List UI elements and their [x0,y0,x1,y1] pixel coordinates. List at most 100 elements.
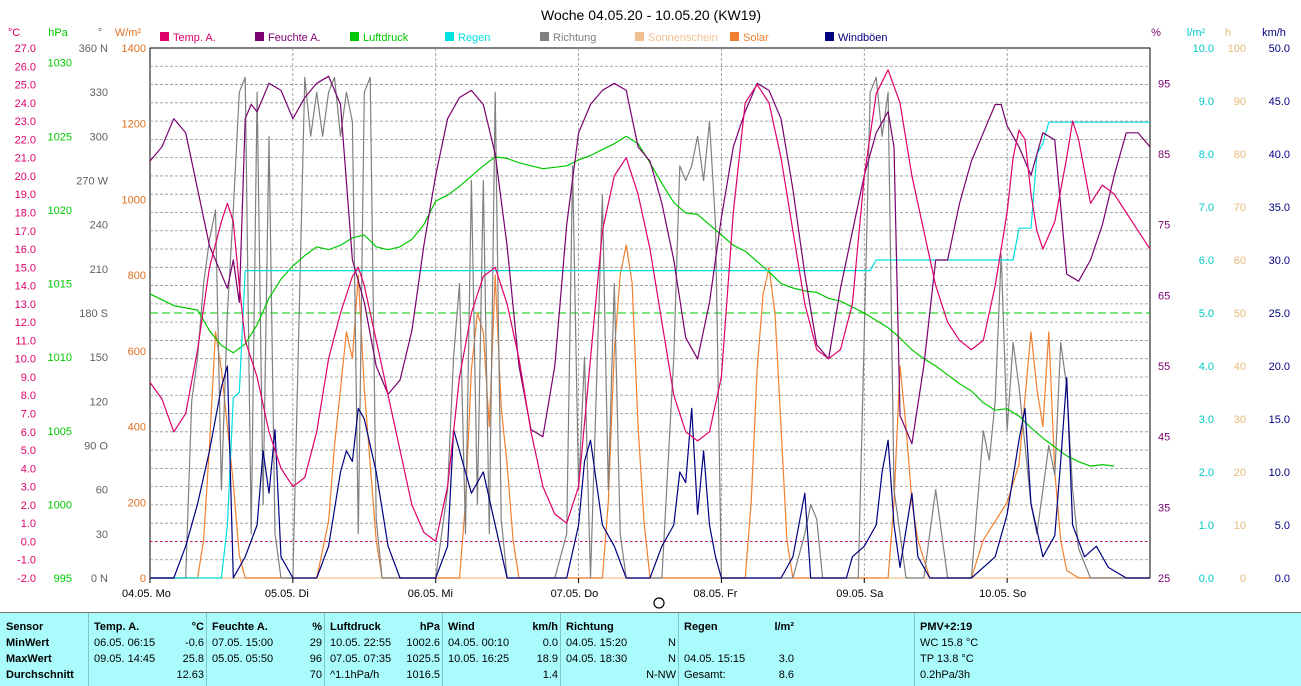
wind-tick-label: 40.0 [1269,149,1290,161]
stats-cell-value: 1.4 [542,669,558,681]
weather-chart: Woche 04.05.20 - 10.05.20 (KW19) Temp. A… [8,7,1290,609]
day-label: 09.05. Sa [836,588,884,600]
chart-title: Woche 04.05.20 - 10.05.20 (KW19) [541,7,761,23]
stats-cell-label: 07.05. 15:00 [212,637,274,649]
temp-tick-label: 6.0 [21,427,36,439]
stats-column-unit: l/m² [774,621,794,633]
stats-column-header: Regen [684,621,718,633]
column-separator [88,613,89,686]
chart-plot-area [149,69,1151,579]
series-line [150,121,1150,579]
direction-tick-label: 150 [90,352,108,364]
stats-column-header: Feuchte A. [212,621,268,633]
stats-cell-value: 12.63 [176,669,204,681]
wind-tick-label: 45.0 [1269,96,1290,108]
stats-column-header: PMV+2:19 [920,621,973,633]
stats-cell-label: 10.05. 22:55 [330,637,392,649]
statistics-panel: Sensor MinWert MaxWert Durchschnitt Temp. A.… [0,612,1301,686]
stats-column-header: Luftdruck [330,621,381,633]
solar-tick-label: 800 [128,270,146,282]
legend-swatch [445,32,454,41]
wind-tick-label: 30.0 [1269,255,1290,267]
legend-item: Solar [730,32,769,44]
sunshine-tick-label: 90 [1234,96,1246,108]
wind-tick-label: 20.0 [1269,361,1290,373]
stats-column-header: Wind [448,621,475,633]
direction-tick-label: 300 [90,131,108,143]
temp-tick-label: 20.0 [15,171,36,183]
legend-label: Solar [743,32,769,44]
humidity-tick-label: 55 [1158,361,1170,373]
wind-tick-label: 15.0 [1269,414,1290,426]
legend-label: Regen [458,32,490,44]
stats-cell-value: -0.6 [185,637,204,649]
humidity-tick-label: 75 [1158,220,1170,232]
legend-item: Richtung [540,32,596,44]
humidity-tick-label: 85 [1158,149,1170,161]
solar-tick-label: 0 [140,573,146,585]
rain-tick-label: 0.0 [1199,573,1214,585]
direction-tick-label: 210 [90,264,108,276]
legend-swatch [160,32,169,41]
stats-cell-value: 70 [309,669,322,681]
stats-cell-label: 07.05. 07:35 [330,653,392,665]
wind-tick-label: 35.0 [1269,202,1290,214]
pressure-tick-label: 995 [54,573,72,585]
sunshine-tick-label: 30 [1234,414,1246,426]
solar-unit-label: W/m² [115,27,142,39]
legend-label: Feuchte A. [268,32,321,44]
stats-cell-label: Gesamt: [684,669,726,681]
stats-cell-label: 10.05. 16:25 [448,653,510,665]
stats-cell-value: TP 13.8 °C [920,653,974,665]
wind-tick-label: 0.0 [1275,573,1290,585]
legend-swatch [730,32,739,41]
column-separator [914,613,915,686]
sunshine-tick-label: 10 [1234,520,1246,532]
pressure-tick-label: 1020 [48,205,72,217]
day-label: 05.05. Di [265,588,309,600]
stats-cell-label: 04.05. 15:20 [566,637,628,649]
rain-tick-label: 4.0 [1199,361,1214,373]
direction-tick-label: 270 W [76,176,108,188]
stats-cell-value: 25.8 [182,653,204,665]
humidity-tick-label: 35 [1158,502,1170,514]
stats-cell-label: 04.05. 15:15 [684,653,746,665]
compass-circle-icon [653,597,665,609]
day-label: 07.05. Do [551,588,599,600]
column-separator [560,613,561,686]
temp-tick-label: -2.0 [17,573,36,585]
day-label: 06.05. Mi [408,588,453,600]
stats-cell-label: 05.05. 05:50 [212,653,274,665]
temp-tick-label: 17.0 [15,226,36,238]
legend-swatch [825,32,834,41]
stats-cell-label: 09.05. 14:45 [94,653,156,665]
humidity-tick-label: 65 [1158,290,1170,302]
direction-tick-label: 90 O [84,441,108,453]
sunshine-tick-label: 100 [1228,43,1246,55]
stats-column-header: Sensor [6,621,44,633]
temp-tick-label: 7.0 [21,409,36,421]
series-line [150,76,1150,579]
legend-item: Sonnenschein [635,32,718,44]
direction-tick-label: 360 N [79,43,108,55]
solar-tick-label: 1000 [122,194,146,206]
temp-tick-label: 22.0 [15,134,36,146]
legend-swatch [350,32,359,41]
temp-tick-label: 9.0 [21,372,36,384]
legend-item: Regen [445,32,490,44]
legend-item: Windböen [825,32,888,44]
series-line [150,365,1150,579]
series-line [149,69,1151,543]
legend-item: Temp. A. [160,32,216,44]
stats-column-header: Richtung [566,621,614,633]
column-separator [442,613,443,686]
humidity-tick-label: 95 [1158,78,1170,90]
pressure-tick-label: 1000 [48,499,72,511]
chart-legend: Temp. A. Feuchte A. Luftdruck Regen Richtung… [160,32,888,44]
solar-tick-label: 1200 [122,119,146,131]
column-separator [324,613,325,686]
direction-tick-label: 330 [90,87,108,99]
temp-tick-label: 13.0 [15,299,36,311]
stats-cell-value: 1002.6 [406,637,440,649]
wind-tick-label: 25.0 [1269,308,1290,320]
